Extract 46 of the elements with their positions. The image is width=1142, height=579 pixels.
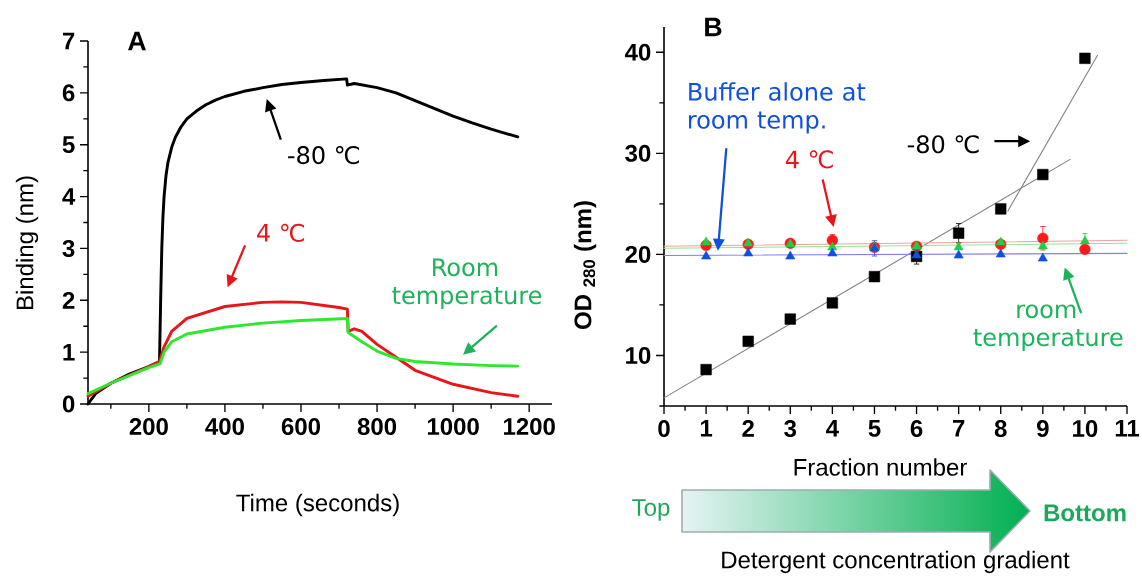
y-tick-label: 30 [625, 144, 651, 162]
x-tick-label: 1200 [504, 418, 555, 436]
y-tick-label: 2 [62, 291, 75, 309]
y-axis-title: OD $_{280}$ (nm) [573, 201, 597, 330]
text: Buffer alone at room temp. [689, 82, 866, 134]
x-tick-label: 200 [129, 418, 168, 436]
y-tick-label: 7 [62, 32, 75, 50]
x-tick-label: 1000 [427, 418, 479, 436]
annotation: A [128, 31, 146, 51]
legend-label: -80 ℃ [907, 135, 979, 154]
text: Detergent concentration gradient [722, 550, 1070, 574]
text: Bottom [1044, 504, 1126, 522]
y-tick-label: 20 [625, 245, 651, 263]
x-tick-label: 1 [700, 420, 713, 437]
x-tick-label: 0 [658, 420, 670, 438]
text: Top [632, 499, 670, 521]
x-tick-label: 3 [784, 420, 797, 438]
text: 4 ℃ [257, 223, 305, 242]
x-axis-title: Time (seconds) [236, 493, 399, 517]
x-tick-label: 800 [357, 418, 397, 436]
x-tick-label: 6 [910, 420, 923, 438]
y-tick-label: 5 [62, 136, 75, 154]
y-tick-label: 0 [62, 395, 75, 413]
y-tick-label: 3 [62, 239, 75, 257]
text: 4 ℃ [785, 150, 833, 169]
x-tick-label: 600 [281, 418, 321, 436]
x-tick-label: 9 [1036, 420, 1049, 438]
x-tick-label: 7 [953, 420, 965, 437]
x-tick-label: 4 [826, 420, 839, 437]
legend-label: -80 ℃ [288, 146, 359, 165]
annotation: B [705, 17, 722, 37]
x-tick-label: 400 [205, 418, 244, 436]
y-axis-title: Binding (nm) [15, 176, 39, 310]
x-tick-label: 10 [1073, 420, 1098, 438]
text: room temperature [973, 304, 1123, 351]
x-axis-title: Fraction number [794, 458, 967, 476]
y-tick-label: 1 [63, 343, 75, 361]
x-tick-label: 8 [994, 420, 1007, 438]
series-label: Room temperature [392, 258, 542, 309]
x-tick-label: 2 [742, 420, 754, 437]
y-tick-label: 4 [62, 188, 76, 205]
x-tick-label: 11 [1115, 420, 1140, 437]
y-tick-label: 10 [626, 346, 651, 364]
x-tick-label: 5 [868, 420, 881, 437]
y-tick-label: 6 [62, 84, 75, 102]
y-tick-label: 40 [624, 43, 651, 61]
